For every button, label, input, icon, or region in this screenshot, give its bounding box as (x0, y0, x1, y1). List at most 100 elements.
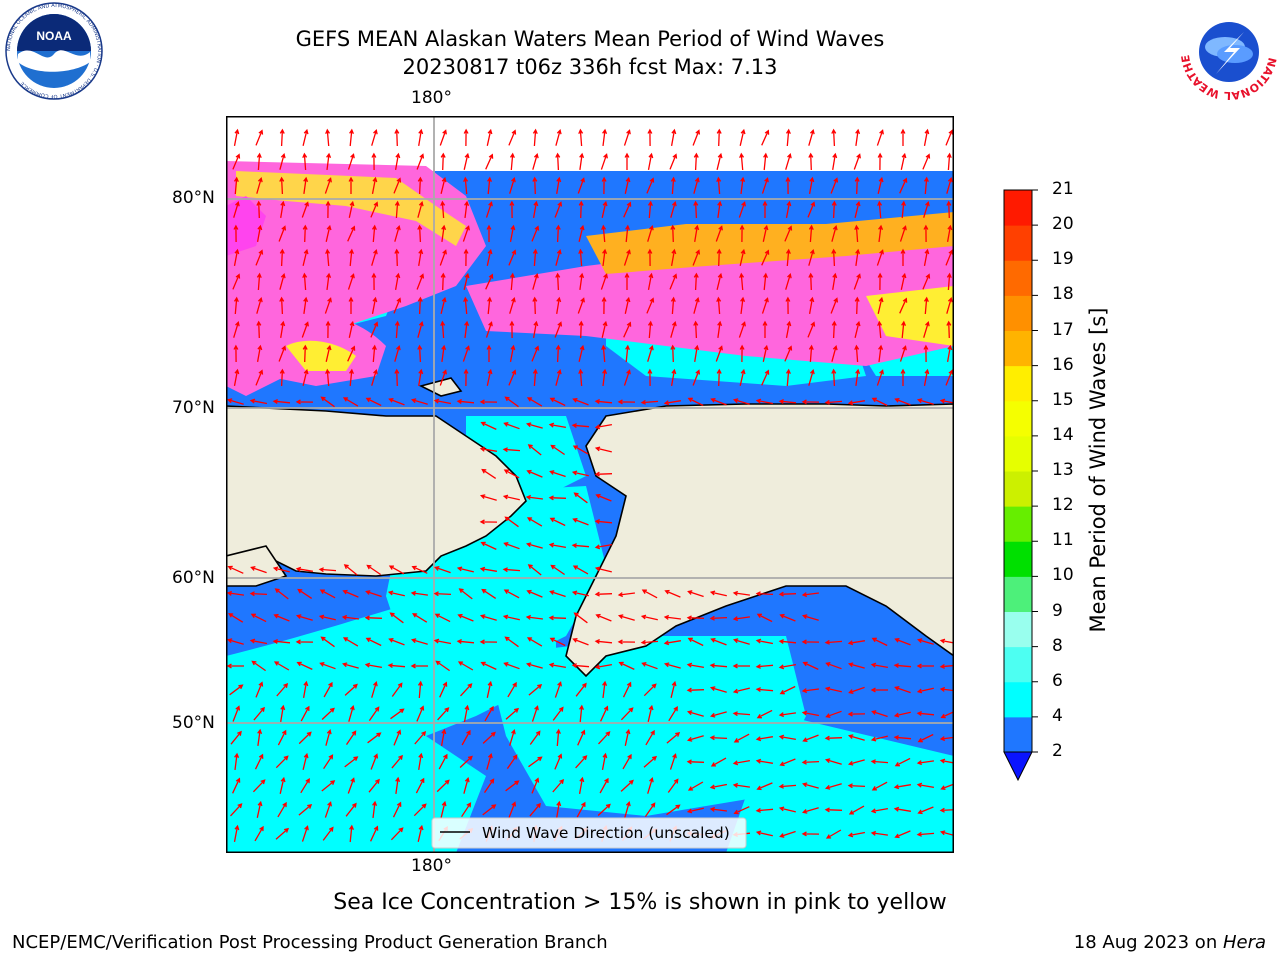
wave-arrow (847, 734, 865, 741)
wave-arrow (503, 542, 520, 550)
wave-arrow (527, 564, 542, 576)
wave-arrow (575, 755, 588, 769)
wave-arrow (555, 152, 561, 171)
wave-arrow (939, 686, 954, 692)
wave-arrow (277, 801, 287, 818)
wave-arrow (870, 735, 888, 742)
wave-arrow (482, 804, 497, 816)
wave-arrow (303, 296, 309, 314)
wave-arrow (578, 224, 585, 242)
wave-arrow (625, 344, 630, 363)
wave-arrow (349, 248, 354, 267)
wave-arrow (623, 129, 631, 146)
wave-arrow (740, 296, 746, 314)
wave-arrow (550, 564, 565, 576)
wave-arrow (594, 471, 613, 477)
wave-arrow (325, 200, 331, 219)
wave-arrow (761, 249, 770, 266)
wave-arrow (901, 200, 906, 219)
wave-arrow (893, 735, 912, 741)
wave-arrow (504, 516, 519, 528)
wave-arrow (870, 759, 889, 765)
wave-arrow (439, 681, 448, 698)
wave-arrow (923, 320, 930, 338)
wave-arrow (923, 248, 930, 267)
wave-arrow (370, 201, 379, 218)
wave-arrow (529, 802, 541, 817)
wave-arrow (325, 128, 331, 147)
wave-arrow (801, 710, 820, 717)
wave-arrow (480, 421, 497, 430)
wave-arrow (646, 177, 655, 194)
wave-arrow (479, 519, 498, 525)
wave-arrow (302, 152, 308, 171)
wave-arrow (946, 296, 953, 314)
wave-arrow (548, 662, 567, 669)
wave-arrow (439, 249, 447, 266)
wave-arrow (824, 807, 843, 813)
wave-arrow (824, 639, 843, 645)
wave-arrow (301, 825, 309, 842)
wave-arrow (755, 736, 774, 742)
wave-arrow (594, 519, 613, 524)
colorbar-tick-label: 9 (1052, 600, 1063, 621)
wave-arrow (344, 756, 359, 768)
wave-arrow (549, 517, 566, 527)
wave-arrow (900, 272, 907, 290)
wave-arrow (761, 369, 770, 386)
wave-arrow (274, 588, 289, 600)
wave-arrow (740, 176, 746, 194)
wave-arrow (779, 830, 796, 838)
wave-arrow (275, 827, 290, 840)
wave-arrow (801, 807, 819, 814)
wave-arrow (624, 800, 631, 818)
wave-arrow (620, 779, 634, 792)
wave-arrow (831, 368, 837, 387)
wave-arrow (785, 248, 791, 267)
wave-arrow (555, 272, 561, 291)
wave-arrow (255, 681, 264, 698)
wave-arrow (548, 495, 567, 501)
wave-arrow (347, 273, 355, 290)
wave-arrow (418, 368, 424, 387)
wave-arrow (348, 200, 355, 218)
wave-arrow (571, 543, 590, 549)
wave-arrow (643, 755, 658, 768)
wave-arrow (643, 683, 657, 697)
colorbar (1003, 189, 1038, 782)
wave-arrow (602, 680, 608, 698)
wave-arrow (640, 639, 659, 645)
wave-arrow (618, 661, 635, 670)
wave-arrow (548, 422, 567, 429)
wave-arrow (440, 728, 447, 747)
wave-arrow (831, 248, 837, 267)
colorbar-tick-label: 18 (1052, 284, 1074, 305)
wave-arrow (440, 296, 447, 314)
wave-arrow (807, 321, 816, 338)
wave-arrow (785, 176, 791, 195)
wave-arrow (779, 685, 796, 695)
wave-arrow (531, 345, 540, 362)
wave-arrow (417, 680, 423, 699)
wave-arrow (464, 200, 470, 218)
lat-label-50: 50°N (172, 713, 215, 733)
wave-arrow (506, 754, 518, 769)
wave-arrow (371, 224, 377, 243)
wave-arrow (620, 707, 634, 721)
wave-arrow (279, 272, 286, 290)
wave-arrow (457, 661, 474, 671)
wave-arrow (480, 541, 497, 550)
wave-arrow (709, 615, 728, 621)
wave-arrow (784, 225, 793, 242)
wave-arrow (414, 730, 427, 745)
wave-arrow (370, 321, 379, 338)
wave-arrow (946, 344, 953, 363)
wind-wave-arrows (226, 128, 954, 843)
wave-arrow (256, 176, 263, 194)
colorbar-tick-label: 6 (1052, 670, 1063, 691)
wave-arrow (756, 782, 773, 791)
wave-arrow (946, 200, 952, 219)
wave-arrow (509, 200, 515, 219)
wave-arrow (847, 640, 866, 646)
wave-arrow (390, 708, 405, 720)
